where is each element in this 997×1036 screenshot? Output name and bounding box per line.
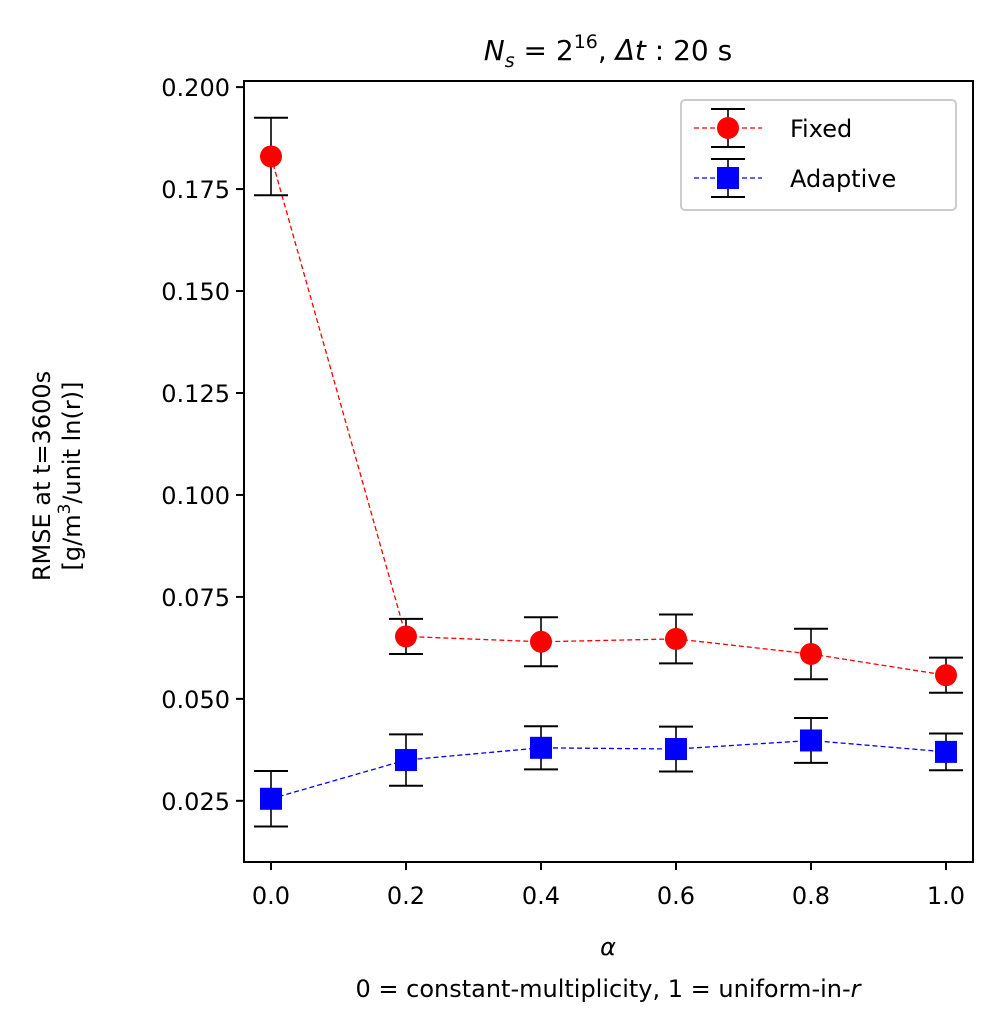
- data-point-adaptive: [800, 729, 822, 752]
- data-point-fixed: [800, 643, 822, 666]
- series-adaptive: [254, 717, 963, 828]
- legend-item-fixed: Fixed: [694, 108, 852, 148]
- x-axis-title: α: [600, 933, 616, 961]
- data-point-adaptive: [530, 736, 552, 759]
- data-point-adaptive: [935, 740, 957, 763]
- x-tick-label: 1.0: [927, 882, 965, 910]
- y-tick-label: 0.100: [161, 482, 230, 510]
- y-tick-label: 0.075: [161, 584, 230, 612]
- series-fixed: [254, 116, 963, 694]
- legend-box: [680, 99, 957, 211]
- y-axis-title: RMSE at t=3600s [g/m3/unit ln(r)]: [28, 371, 86, 581]
- y-tick-label: 0.175: [161, 176, 230, 204]
- y-axis-title-line1: RMSE at t=3600s: [28, 371, 56, 581]
- legend-item-adaptive: Adaptive: [694, 158, 896, 198]
- x-tick-label: 0.0: [252, 882, 290, 910]
- y-tick-label: 0.200: [161, 74, 230, 102]
- x-tick-label: 0.4: [522, 882, 560, 910]
- data-point-adaptive: [665, 738, 687, 761]
- legend-marker-fixed: [717, 117, 739, 139]
- chart-title: Ns = 216, Δt : 20 s: [484, 31, 732, 72]
- legend-marker-adaptive: [717, 167, 739, 189]
- axis-ticks: 0.0 0.2 0.4 0.6 0.8 1.0 0.025 0.050 0.075 0.100 0.…: [161, 74, 965, 910]
- x-tick-label: 0.8: [792, 882, 830, 910]
- y-tick-label: 0.125: [161, 380, 230, 408]
- data-point-fixed: [260, 145, 282, 168]
- x-tick-label: 0.2: [387, 882, 425, 910]
- data-point-adaptive: [395, 749, 417, 772]
- data-point-fixed: [395, 625, 417, 648]
- x-tick-label: 0.6: [657, 882, 695, 910]
- y-axis-title-line2: [g/m3/unit ln(r)]: [55, 382, 86, 571]
- y-tick-label: 0.025: [161, 788, 230, 816]
- x-axis-note: 0 = constant-multiplicity, 1 = uniform-i…: [355, 975, 862, 1003]
- series-layer: [254, 116, 963, 828]
- data-point-fixed: [530, 630, 552, 653]
- legend-label-fixed: Fixed: [790, 115, 852, 143]
- legend: Fixed Adaptive: [680, 99, 957, 211]
- y-tick-label: 0.150: [161, 278, 230, 306]
- data-point-adaptive: [260, 787, 282, 810]
- data-point-fixed: [665, 627, 687, 650]
- series-line-fixed: [270, 156, 947, 676]
- series-line-adaptive: [270, 739, 947, 800]
- data-point-fixed: [935, 664, 957, 687]
- plot-frame: [243, 80, 974, 863]
- y-tick-label: 0.050: [161, 686, 230, 714]
- legend-label-adaptive: Adaptive: [790, 165, 896, 193]
